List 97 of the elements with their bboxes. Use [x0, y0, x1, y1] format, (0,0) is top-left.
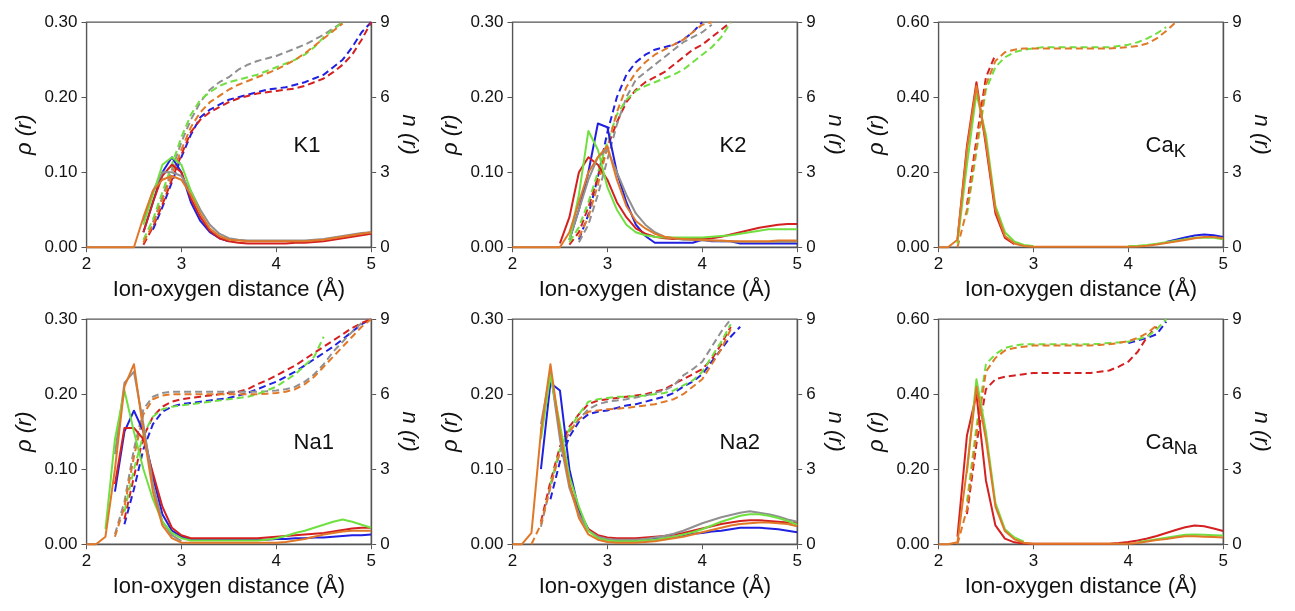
y-tick-label: 0.60 [896, 11, 930, 31]
x-tick-label: 2 [81, 551, 92, 571]
x-tick-label: 3 [602, 254, 613, 274]
y-axis-title: ρ (r) [11, 114, 37, 157]
y2-axis-title: n (r) [823, 114, 849, 155]
y2-tick-label: 3 [1232, 161, 1242, 181]
y2-tick-label: 9 [806, 11, 816, 31]
y-axis-title: ρ (r) [11, 411, 37, 454]
x-tick-label: 3 [176, 254, 187, 274]
x-tick-label: 4 [697, 254, 707, 274]
y-axis-title: ρ (r) [863, 411, 889, 454]
y2-tick-label: 3 [1232, 458, 1242, 478]
y2-tick-label: 9 [806, 308, 816, 328]
y2-tick-label: 3 [806, 161, 816, 181]
y-tick-label: 0.30 [470, 11, 504, 31]
y2-tick-label: 3 [380, 458, 390, 478]
y2-tick-label: 6 [1232, 86, 1242, 106]
y2-tick-label: 3 [806, 458, 816, 478]
x-tick-label: 4 [271, 551, 281, 571]
y-tick-label: 0.00 [470, 236, 504, 256]
y-tick-label: 0.00 [44, 533, 78, 553]
x-tick-label: 3 [602, 551, 613, 571]
x-tick-label: 4 [697, 551, 707, 571]
y2-tick-label: 0 [380, 236, 390, 256]
x-tick-label: 3 [176, 551, 187, 571]
y-tick-label: 0.10 [44, 161, 78, 181]
y2-tick-label: 0 [380, 533, 390, 553]
y2-tick-label: 0 [1232, 236, 1242, 256]
x-axis-title: Ion-oxygen distance (Å) [964, 275, 1197, 301]
y-tick-label: 0.30 [44, 308, 78, 328]
x-axis-title: Ion-oxygen distance (Å) [112, 275, 345, 301]
x-tick-label: 4 [271, 254, 281, 274]
annotation: Ca$_{K}$ [1145, 131, 1186, 163]
x-tick-label: 2 [507, 254, 518, 274]
y-axis-title: ρ (r) [437, 114, 463, 157]
x-tick-label: 4 [1123, 254, 1133, 274]
x-axis-title: Ion-oxygen distance (Å) [964, 572, 1197, 598]
y2-axis-title: n (r) [397, 114, 423, 155]
x-tick-label: 2 [933, 551, 944, 571]
annotation: Na1 [293, 428, 334, 455]
y-tick-label: 0.20 [470, 383, 504, 403]
x-tick-label: 5 [1218, 551, 1228, 571]
y-axis-title: ρ (r) [863, 114, 889, 157]
y-tick-label: 0.60 [896, 308, 930, 328]
y2-tick-label: 9 [380, 11, 390, 31]
y-tick-label: 0.20 [896, 458, 930, 478]
x-tick-label: 5 [1218, 254, 1228, 274]
annotation: K1 [293, 131, 321, 158]
y2-tick-label: 9 [1232, 308, 1242, 328]
x-tick-label: 2 [933, 254, 944, 274]
y2-tick-label: 6 [806, 383, 816, 403]
annotation: Ca$_{Na}$ [1145, 428, 1198, 460]
x-tick-label: 5 [366, 254, 376, 274]
y2-tick-label: 6 [380, 383, 390, 403]
x-tick-label: 3 [1028, 254, 1039, 274]
y-tick-label: 0.40 [896, 383, 930, 403]
y2-tick-label: 0 [806, 533, 816, 553]
y-tick-label: 0.40 [896, 86, 930, 106]
y2-tick-label: 6 [380, 86, 390, 106]
x-tick-label: 5 [792, 254, 802, 274]
y-tick-label: 0.30 [44, 11, 78, 31]
y-axis-title: ρ (r) [437, 411, 463, 454]
y-tick-label: 0.20 [896, 161, 930, 181]
x-axis-title: Ion-oxygen distance (Å) [538, 572, 771, 598]
y-tick-label: 0.00 [44, 236, 78, 256]
y-tick-label: 0.20 [470, 86, 504, 106]
y2-tick-label: 9 [380, 308, 390, 328]
y2-axis-title: n (r) [1249, 114, 1275, 155]
x-tick-label: 5 [792, 551, 802, 571]
x-tick-label: 3 [1028, 551, 1039, 571]
annotation: Na2 [719, 428, 760, 455]
x-tick-label: 2 [81, 254, 92, 274]
y-tick-label: 0.10 [470, 161, 504, 181]
y2-axis-title: n (r) [823, 411, 849, 452]
y2-tick-label: 6 [806, 86, 816, 106]
y-tick-label: 0.00 [896, 236, 930, 256]
line-series [1127, 320, 1168, 344]
y2-axis-title: n (r) [1249, 411, 1275, 452]
y-tick-label: 0.20 [44, 383, 78, 403]
x-tick-label: 5 [366, 551, 376, 571]
y-tick-label: 0.10 [470, 458, 504, 478]
y2-tick-label: 0 [806, 236, 816, 256]
y2-tick-label: 9 [1232, 11, 1242, 31]
y-tick-label: 0.10 [44, 458, 78, 478]
y-tick-label: 0.00 [896, 533, 930, 553]
y2-tick-label: 0 [1232, 533, 1242, 553]
x-tick-label: 4 [1123, 551, 1133, 571]
x-tick-label: 2 [507, 551, 518, 571]
y2-tick-label: 3 [380, 161, 390, 181]
y2-tick-label: 6 [1232, 383, 1242, 403]
y-tick-label: 0.20 [44, 86, 78, 106]
annotation: K2 [719, 131, 747, 158]
y2-axis-title: n (r) [397, 411, 423, 452]
y-tick-label: 0.30 [470, 308, 504, 328]
x-axis-title: Ion-oxygen distance (Å) [538, 275, 771, 301]
y-tick-label: 0.00 [470, 533, 504, 553]
x-axis-title: Ion-oxygen distance (Å) [112, 572, 345, 598]
